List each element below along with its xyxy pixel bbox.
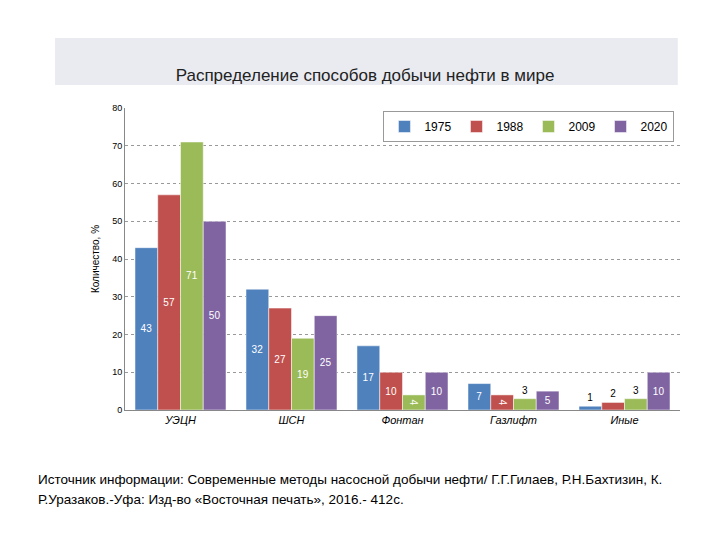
- svg-text:80: 80: [112, 103, 122, 113]
- svg-text:71: 71: [186, 270, 198, 281]
- svg-text:60: 60: [112, 179, 122, 189]
- svg-text:Распределение способов добычи: Распределение способов добычи нефти в ми…: [176, 66, 555, 85]
- svg-text:1975: 1975: [424, 120, 451, 134]
- svg-text:ШСН: ШСН: [278, 414, 304, 426]
- svg-text:2020: 2020: [641, 120, 668, 134]
- svg-text:50: 50: [209, 310, 221, 321]
- svg-text:50: 50: [112, 216, 122, 226]
- svg-text:25: 25: [320, 357, 332, 368]
- svg-text:3: 3: [522, 385, 528, 396]
- html-text:Источник информации: Современн: Источник информации: Современные методы …: [38, 472, 663, 507]
- svg-text:7: 7: [476, 391, 482, 402]
- svg-text:2009: 2009: [568, 120, 595, 134]
- svg-text:0: 0: [117, 405, 122, 415]
- svg-text:2: 2: [610, 388, 616, 399]
- svg-text:10: 10: [385, 386, 397, 397]
- svg-text:1988: 1988: [496, 120, 523, 134]
- svg-text:4: 4: [408, 399, 419, 405]
- svg-text:1: 1: [587, 392, 593, 403]
- svg-text:5: 5: [545, 395, 551, 406]
- svg-text:32: 32: [252, 344, 264, 355]
- svg-text:3: 3: [633, 385, 639, 396]
- svg-text:20: 20: [112, 330, 122, 340]
- svg-text:19: 19: [297, 369, 309, 380]
- svg-text:Газлифт: Газлифт: [490, 414, 537, 426]
- svg-text:30: 30: [112, 292, 122, 302]
- svg-text:УЭЦН: УЭЦН: [164, 414, 196, 426]
- svg-text:4: 4: [497, 399, 508, 405]
- svg-text:10: 10: [653, 386, 665, 397]
- svg-text:10: 10: [112, 367, 122, 377]
- svg-text:10: 10: [431, 386, 443, 397]
- svg-text:70: 70: [112, 141, 122, 151]
- svg-text:Количество, %: Количество, %: [90, 225, 101, 293]
- svg-text:57: 57: [163, 297, 175, 308]
- svg-text:40: 40: [112, 254, 122, 264]
- svg-text:Фонтан: Фонтан: [381, 414, 423, 426]
- svg-text:27: 27: [274, 354, 286, 365]
- svg-text:43: 43: [141, 323, 153, 334]
- svg-text:Иные: Иные: [610, 414, 638, 426]
- svg-text:17: 17: [363, 372, 375, 383]
